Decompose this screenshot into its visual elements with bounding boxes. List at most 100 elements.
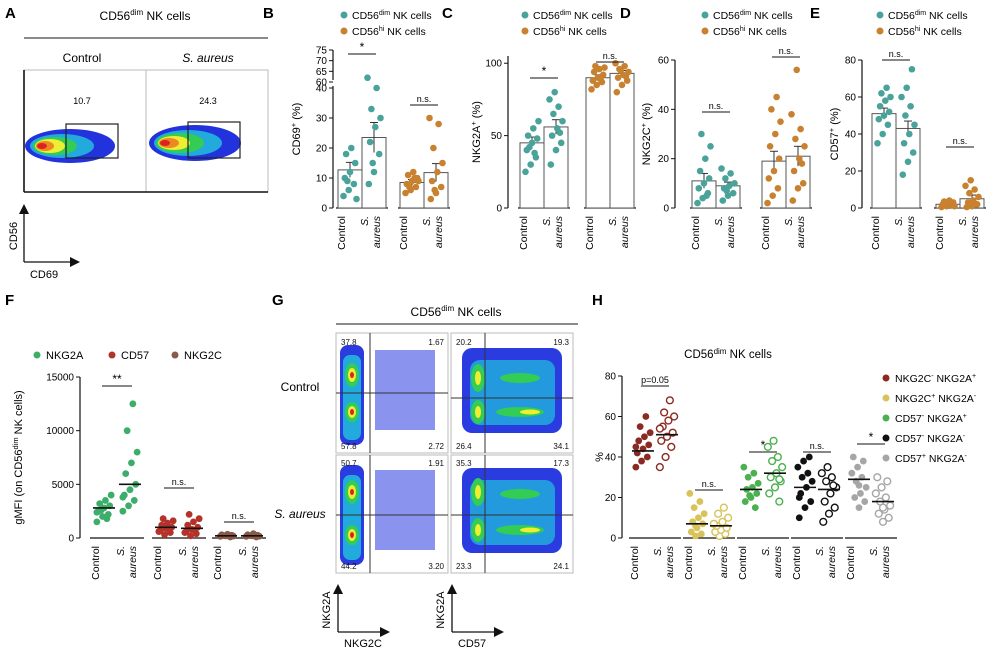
chart-b-point-1-1-3 <box>428 177 436 185</box>
chart-c-point-1-0-10 <box>597 75 604 83</box>
chart-f-point-1-0-7 <box>169 517 177 525</box>
chart-e-point-0-0-0 <box>874 139 881 147</box>
panel-letter-b: B <box>263 5 274 22</box>
panel-g-ylabel-2: NKG2A <box>435 591 447 629</box>
legend-f-nkg2c-marker <box>171 351 179 359</box>
chart-b-ytick-label-4: 40 <box>316 84 328 95</box>
chart-e-point-0-1-9 <box>903 84 910 92</box>
chart-f-point-2-1-8 <box>251 531 259 539</box>
chart-e-point-1-1-7 <box>971 186 978 193</box>
chart-h-point-4-1-7 <box>871 489 880 498</box>
chart-c-point-0-0-10 <box>531 149 538 157</box>
chart-f-point-1-1-10 <box>181 529 189 537</box>
chart-b-ytick-label-7: 70 <box>316 56 328 67</box>
chart-d-point-0-1-7 <box>727 170 734 177</box>
chart-h-cat-3-0-label-control: Control <box>791 546 803 580</box>
chart-h-point-0-0-5 <box>645 441 653 449</box>
chart-h-point-3-1-3 <box>820 497 829 506</box>
chart-b-ytick-label-3: 30 <box>316 114 328 125</box>
chart-h-point-1-0-1 <box>697 530 705 538</box>
chart-h-point-4-0-2 <box>851 494 859 501</box>
flow-population-control <box>25 129 115 163</box>
legend-b-hi-marker <box>340 27 348 35</box>
chart-f-point-0-1-9 <box>123 427 131 435</box>
chart-e-cat-1-label-s: S. <box>893 216 905 226</box>
g-q-control-left-ul: 37.8 <box>341 338 357 347</box>
chart-h-cat-0-1-label-s: S. <box>652 546 664 556</box>
chart-b-point-1-0-9 <box>406 183 413 191</box>
chart-h-cat-4-1-label-aureus: aureus <box>880 545 892 578</box>
flow-population-saureus <box>149 125 241 161</box>
chart-d-cat-1-label-s: S. <box>713 216 725 226</box>
panel-a-xlabel: CD69 <box>30 269 58 281</box>
chart-c-point-0-1-1 <box>552 146 560 154</box>
chart-e-cat-1-label-aureus: aureus <box>905 215 917 248</box>
chart-h-point-3-0-11 <box>795 494 803 501</box>
chart-d-point-0-0-6 <box>696 167 704 175</box>
chart-c-point-1-1-9 <box>617 67 624 74</box>
chart-h-point-0-0-0 <box>632 463 640 471</box>
chart-e-ytick-label-2: 40 <box>845 130 857 141</box>
legend-e-hi-label: CD56hi NK cells <box>888 26 962 38</box>
chart-h-point-2-0-0 <box>751 504 759 512</box>
chart-f-point-0-0-11 <box>93 508 101 516</box>
chart-h-point-3-1-0 <box>819 517 828 526</box>
chart-c-bar-1-1 <box>609 72 635 209</box>
legend-h-s2-label: NKG2C+ NKG2A- <box>895 393 977 405</box>
chart-h-point-4-0-7 <box>848 469 856 477</box>
legend-d-hi-label: CD56hi NK cells <box>713 26 787 38</box>
chart-h-point-4-1-10 <box>873 473 882 482</box>
chart-e-sig-2-text: n.s. <box>953 136 968 146</box>
legend-b-dim-label: CD56dim NK cells <box>352 10 432 22</box>
chart-h-point-3-1-8 <box>817 469 826 478</box>
chart-f-ytick-label-3: 15000 <box>46 373 74 384</box>
chart-h-point-3-1-4 <box>826 489 835 498</box>
chart-e-point-0-0-10 <box>883 84 890 92</box>
panel-a-col-saureus: S. aureus <box>182 51 233 65</box>
legend-h-s3-label: CD57- NKG2A+ <box>895 413 967 425</box>
chart-d-cat-3-label-s: S. <box>783 216 795 226</box>
chart-c-cat-3-label-s: S. <box>607 216 619 226</box>
chart-h-point-0-0-9 <box>636 423 644 431</box>
chart-h-cat-1-1-label-aureus: aureus <box>718 545 730 578</box>
chart-h-point-0-0-6 <box>635 437 643 445</box>
chart-h-point-1-0-0 <box>692 532 699 540</box>
chart-f-ytick-label-1: 5000 <box>52 480 75 491</box>
chart-h-point-3-0-10 <box>805 453 813 461</box>
chart-d-point-1-0-0 <box>764 199 771 207</box>
chart-h-point-4-1-9 <box>883 477 892 486</box>
chart-b-point-0-0-8 <box>353 195 360 203</box>
chart-h-point-3-0-7 <box>804 469 812 477</box>
chart-f-ytick-label-2: 10000 <box>46 426 74 437</box>
chart-h-point-1-0-9 <box>696 498 704 505</box>
chart-e-point-0-1-7 <box>907 102 914 110</box>
chart-h-point-3-1-10 <box>829 481 838 490</box>
chart-b-ytick-label-1: 10 <box>316 174 328 185</box>
chart-e-sig-1-text: n.s. <box>889 49 904 59</box>
chart-h-point-0-0-11 <box>632 443 640 451</box>
legend-b-dim-marker <box>340 11 348 19</box>
chart-d-point-0-0-10 <box>703 192 710 199</box>
chart-b-cat-3-label-s: S. <box>421 216 433 226</box>
chart-b-point-1-0-7 <box>410 168 417 176</box>
panel-g-title: CD56dim NK cells <box>411 304 502 319</box>
chart-f-point-0-1-6 <box>122 470 130 477</box>
chart-e-point-1-0-9 <box>942 201 949 208</box>
chart-e-point-0-1-2 <box>909 149 917 156</box>
chart-h-point-1-1-7 <box>724 513 733 522</box>
chart-h-point-2-0-3 <box>753 490 761 497</box>
chart-h-point-2-0-7 <box>744 473 752 481</box>
chart-e-point-0-1-3 <box>900 139 908 147</box>
chart-h-point-0-1-8 <box>670 412 679 421</box>
chart-d-cat-0-label-control: Control <box>690 216 702 250</box>
g-dots-control-left <box>340 345 435 445</box>
chart-b-point-0-0-1 <box>345 186 353 194</box>
legend-d: CD56dim NK cells CD56hi NK cells <box>701 10 793 38</box>
chart-d-ylabel: NKG2C+ (%) <box>639 103 653 165</box>
chart-h-point-2-0-9 <box>740 463 748 471</box>
gate-saureus <box>187 121 241 159</box>
flow-ticks <box>23 70 268 193</box>
chart-e-cat-3-label-s: S. <box>957 216 969 226</box>
